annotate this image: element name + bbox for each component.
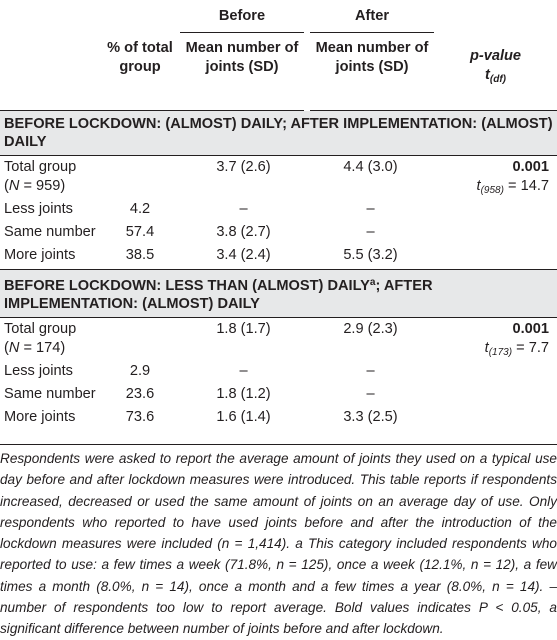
header-column-row: % of total group Mean number of joints (… <box>0 32 557 111</box>
total-before: 1.8 (1.7) <box>180 316 307 362</box>
group-before-label: Before <box>180 0 307 33</box>
row-pct: 23.6 <box>125 385 155 402</box>
table-row: More joints 38.5 3.4 (2.4) 5.5 (3.2) <box>0 246 557 270</box>
table-footnote: Respondents were asked to report the ave… <box>0 444 557 640</box>
t-df: (958) <box>480 184 504 196</box>
section-title-rest: ; AFTER IMPLEMENTATION: (ALMOST) DAILY <box>4 277 433 312</box>
p-value-cell: 0.001 t(173) = 7.7 <box>434 316 557 362</box>
t-value: = 14.7 <box>508 177 549 194</box>
row-pct: 73.6 <box>125 408 155 425</box>
row-after: – <box>366 200 375 217</box>
total-label: Total group <box>4 158 77 175</box>
section-title: BEFORE LOCKDOWN: LESS THAN (ALMOST) DAIL… <box>0 268 557 317</box>
table-row: Less joints 2.9 – – <box>0 362 557 385</box>
row-after: – <box>366 385 375 402</box>
total-after: 4.4 (3.0) <box>307 154 434 200</box>
group-after-label: After <box>304 0 434 33</box>
row-label: More joints <box>4 408 76 425</box>
row-pct: 57.4 <box>125 223 155 240</box>
col-after-header: Mean number of joints (SD) <box>304 32 434 110</box>
total-label-cell: Total group (N = 174) <box>0 316 180 362</box>
row-label: Same number <box>4 223 96 240</box>
row-before: – <box>239 362 248 379</box>
row-before: – <box>239 200 248 217</box>
table-row: More joints 73.6 1.6 (1.4) 3.3 (2.5) <box>0 408 557 431</box>
total-label-cell: Total group (N = 959) <box>0 154 180 200</box>
total-label: Total group <box>4 320 77 337</box>
t-label: t <box>485 66 490 83</box>
table-row: Same number 23.6 1.8 (1.2) – <box>0 385 557 408</box>
row-before: 1.6 (1.4) <box>216 408 271 425</box>
table-row: Less joints 4.2 – – <box>0 200 557 223</box>
section-header: BEFORE LOCKDOWN: LESS THAN (ALMOST) DAIL… <box>0 268 557 317</box>
row-before: 3.8 (2.7) <box>216 223 271 240</box>
row-after: – <box>366 362 375 379</box>
total-row: Total group (N = 959) 3.7 (2.6) 4.4 (3.0… <box>0 154 557 200</box>
row-label: Less joints <box>4 200 73 217</box>
row-before: 1.8 (1.2) <box>216 385 271 402</box>
row-label: Less joints <box>4 362 73 379</box>
row-label: More joints <box>4 246 76 263</box>
total-n: (N = 174) <box>4 339 66 356</box>
section-header: BEFORE LOCKDOWN: (ALMOST) DAILY; AFTER I… <box>0 109 557 155</box>
col-p-header: p-value t(df) <box>434 33 557 111</box>
row-pct: 2.9 <box>129 362 151 379</box>
table-row: Same number 57.4 3.8 (2.7) – <box>0 223 557 246</box>
header-group-row: Before After <box>0 0 557 33</box>
results-table: Before After % of total group Mean numbe… <box>0 0 557 431</box>
col-before-header: Mean number of joints (SD) <box>185 40 299 75</box>
t-value: = 7.7 <box>516 339 549 356</box>
row-after: – <box>366 223 375 240</box>
row-pct: 4.2 <box>129 200 151 217</box>
row-after: 5.5 (3.2) <box>343 246 398 263</box>
col-pct-header: % of total group <box>107 39 173 75</box>
section-title-part: BEFORE LOCKDOWN: LESS THAN (ALMOST) DAIL… <box>4 277 370 294</box>
p-value-cell: 0.001 t(958) = 14.7 <box>434 154 557 200</box>
row-label: Same number <box>4 385 96 402</box>
p-value: 0.001 <box>512 158 549 175</box>
row-pct: 38.5 <box>125 246 155 263</box>
section-title: BEFORE LOCKDOWN: (ALMOST) DAILY; AFTER I… <box>0 109 557 155</box>
total-n: (N = 959) <box>4 177 66 194</box>
total-before: 3.7 (2.6) <box>180 154 307 200</box>
t-df-label: (df) <box>489 73 506 85</box>
t-df: (173) <box>488 346 513 358</box>
row-after: 3.3 (2.5) <box>343 408 398 425</box>
section-title-sup: a <box>369 276 376 288</box>
p-value: 0.001 <box>512 320 549 337</box>
p-value-label: p-value <box>469 47 522 64</box>
total-row: Total group (N = 174) 1.8 (1.7) 2.9 (2.3… <box>0 316 557 362</box>
total-after: 2.9 (2.3) <box>307 316 434 362</box>
row-before: 3.4 (2.4) <box>216 246 271 263</box>
